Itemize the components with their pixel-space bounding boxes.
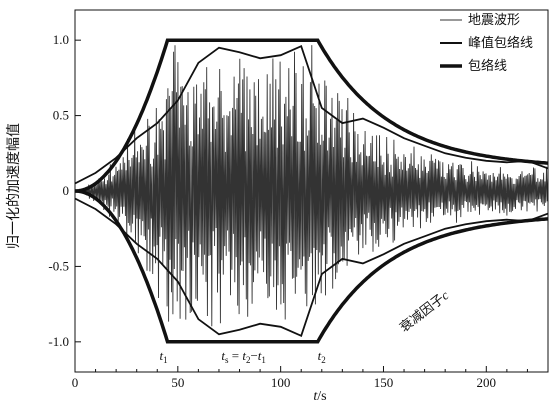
envelope-upper xyxy=(75,38,548,193)
envelope-lower xyxy=(75,189,548,344)
annotations: t1 t2 ts = t2−t1 衰减因子c xyxy=(159,287,451,364)
y-tick-label: 0.5 xyxy=(53,108,69,123)
legend: 地震波形 峰值包络线 包络线 xyxy=(440,12,533,73)
y-tick-label: 1.0 xyxy=(53,32,69,47)
tick-labels: 0 50 100 150 200 1.0 0.5 0 -0.5 -1.0 xyxy=(48,32,496,390)
x-tick-label: 200 xyxy=(477,375,497,390)
x-axis-label: t/s xyxy=(313,389,326,404)
y-tick-label: -1.0 xyxy=(48,334,69,349)
y-tick-label: -0.5 xyxy=(48,258,69,273)
peak-envelope-upper xyxy=(75,44,548,185)
peak-envelope-lower xyxy=(75,197,548,338)
y-axis-label: 归一化的加速度幅值 xyxy=(5,123,22,249)
axes xyxy=(74,9,549,373)
annotation-t2: t2 xyxy=(318,348,326,365)
x-tick-label: 50 xyxy=(171,375,184,390)
annotation-decay-factor: 衰减因子c xyxy=(397,287,452,335)
y-tick-label: 0 xyxy=(63,183,70,198)
legend-label-waveform: 地震波形 xyxy=(468,12,520,27)
annotation-ts: ts = t2−t1 xyxy=(221,348,266,365)
legend-label-peak-envelope: 峰值包络线 xyxy=(468,35,533,50)
annotation-t1: t1 xyxy=(159,348,167,365)
waveform-line xyxy=(75,45,548,327)
plot-area xyxy=(75,38,548,344)
x-tick-label: 150 xyxy=(374,375,394,390)
waveform-series xyxy=(75,38,548,344)
x-tick-label: 100 xyxy=(271,375,291,390)
legend-label-envelope: 包络线 xyxy=(468,58,507,73)
x-tick-label: 0 xyxy=(72,375,79,390)
